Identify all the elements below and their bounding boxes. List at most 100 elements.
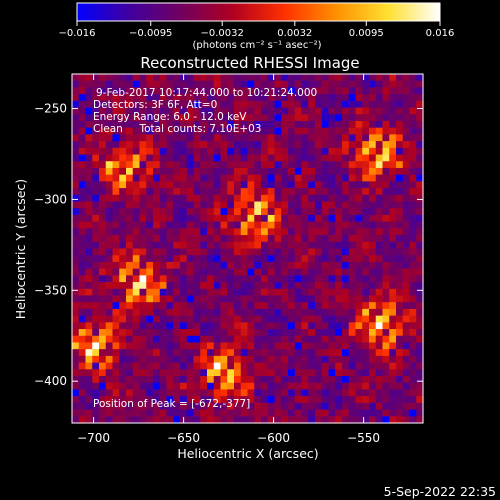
heatmap-cell [173, 221, 181, 229]
heatmap-cell [105, 235, 114, 243]
heatmap-cell [247, 409, 255, 417]
heatmap-cell [396, 94, 404, 102]
heatmap-cell [274, 335, 282, 344]
heatmap-cell [85, 94, 93, 102]
heatmap-cell [193, 315, 201, 323]
heatmap-cell [396, 282, 404, 290]
heatmap-cell [126, 241, 134, 250]
heatmap-cell [288, 147, 296, 156]
heatmap-cell [261, 208, 269, 216]
heatmap-cell [375, 74, 384, 82]
heatmap-cell [267, 167, 276, 176]
heatmap-cell [193, 188, 201, 196]
heatmap-cell [193, 268, 201, 276]
heatmap-cell [328, 389, 336, 397]
heatmap-cell [200, 181, 208, 189]
heatmap-cell [288, 416, 296, 424]
heatmap-cell [72, 335, 80, 344]
heatmap-cell [85, 194, 93, 203]
heatmap-cell [416, 335, 424, 344]
heatmap-cell [301, 315, 309, 323]
heatmap-cell [315, 335, 323, 344]
heatmap-cell [254, 127, 262, 135]
heatmap-cell [315, 355, 323, 364]
heatmap-cell [92, 214, 100, 223]
heatmap-cell [348, 315, 357, 323]
heatmap-cell [254, 80, 262, 89]
heatmap-cell [220, 416, 228, 424]
heatmap-cell [112, 416, 120, 424]
heatmap-cell [362, 235, 370, 243]
heatmap-cell [92, 181, 100, 189]
heatmap-cell [240, 100, 249, 109]
heatmap-cell [321, 114, 330, 122]
heatmap-cell [375, 161, 384, 169]
heatmap-cell [207, 382, 215, 391]
heatmap-cell [85, 248, 93, 256]
heatmap-cell [409, 349, 417, 357]
heatmap-cell [328, 188, 336, 196]
heatmap-cell [369, 355, 377, 364]
heatmap-cell [254, 295, 262, 303]
heatmap-cell [396, 141, 404, 149]
heatmap-cell [274, 120, 282, 129]
heatmap-cell [105, 100, 114, 109]
heatmap-cell [274, 275, 282, 283]
heatmap-cell [112, 235, 120, 243]
heatmap-cell [342, 194, 350, 203]
heatmap-cell [261, 275, 269, 283]
heatmap-cell [308, 308, 316, 317]
heatmap-cell [173, 208, 181, 216]
heatmap-cell [92, 342, 100, 350]
heatmap-cell [355, 342, 363, 350]
heatmap-cell [200, 288, 208, 297]
heatmap-cell [78, 369, 87, 377]
heatmap-cell [335, 141, 343, 149]
heatmap-cell [348, 100, 357, 109]
heatmap-cell [321, 174, 330, 182]
heatmap-cell [416, 248, 424, 256]
heatmap-cell [342, 268, 350, 276]
heatmap-cell [348, 174, 357, 182]
heatmap-cell [72, 194, 80, 203]
heatmap-cell [213, 214, 222, 223]
heatmap-cell [227, 120, 235, 129]
heatmap-cell [288, 134, 296, 142]
heatmap-cell [166, 188, 174, 196]
heatmap-cell [234, 228, 242, 236]
heatmap-cell [193, 329, 201, 337]
heatmap-cell [240, 214, 249, 223]
heatmap-cell [396, 107, 404, 115]
heatmap-cell [146, 409, 154, 417]
heatmap-cell [389, 268, 397, 276]
heatmap-cell [301, 355, 309, 364]
heatmap-cell [180, 241, 188, 250]
heatmap-cell [389, 288, 397, 297]
heatmap-cell [227, 409, 235, 417]
heatmap-cell [321, 315, 330, 323]
heatmap-cell [301, 308, 309, 317]
heatmap-cell [409, 288, 417, 297]
heatmap-cell [382, 194, 390, 203]
heatmap-cell [213, 208, 222, 216]
heatmap-cell [389, 147, 397, 156]
heatmap-cell [173, 376, 181, 384]
heatmap-cell [369, 94, 377, 102]
heatmap-cell [92, 329, 100, 337]
heatmap-cell [119, 322, 127, 330]
heatmap-cell [348, 194, 357, 203]
heatmap-cell [281, 402, 289, 411]
heatmap-cell [112, 127, 120, 135]
heatmap-cell [112, 402, 120, 411]
heatmap-cell [409, 141, 417, 149]
heatmap-cell [227, 228, 235, 236]
footer-date: 5-Sep-2022 22:35 [384, 484, 496, 499]
heatmap-cell [200, 94, 208, 102]
heatmap-cell [207, 261, 215, 270]
heatmap-cell [200, 194, 208, 203]
heatmap-cell [166, 261, 174, 270]
heatmap-cell [186, 248, 195, 256]
heatmap-cell [78, 335, 87, 344]
heatmap-cell [267, 194, 276, 203]
heatmap-cell [99, 255, 107, 263]
